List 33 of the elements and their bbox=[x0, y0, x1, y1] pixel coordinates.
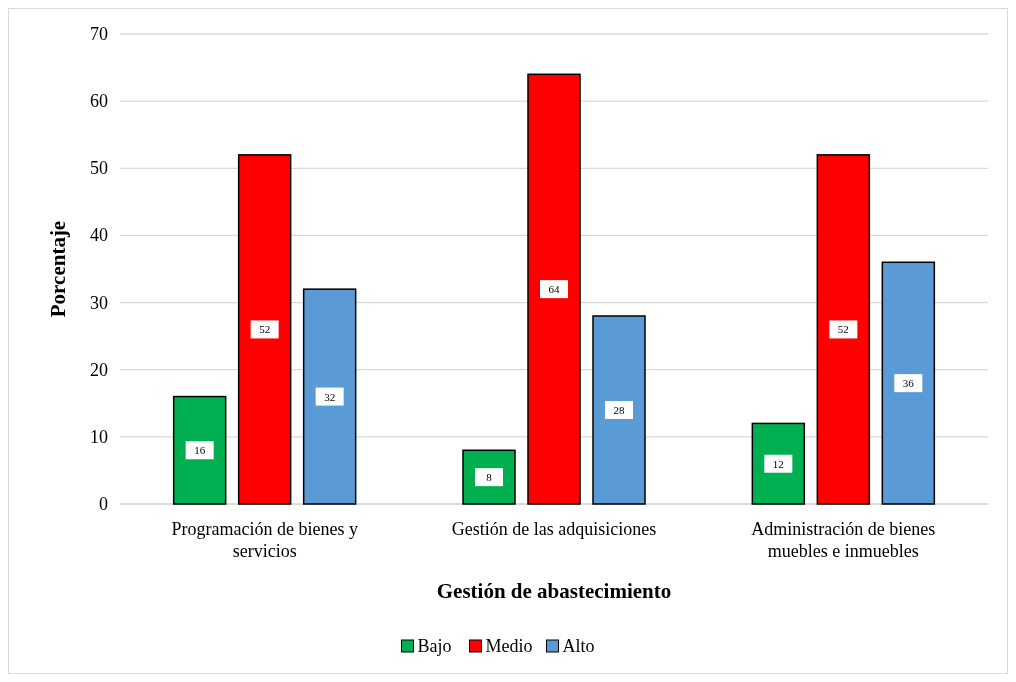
data-label: 16 bbox=[194, 444, 206, 457]
x-tick-label: Gestión de las adquisiciones bbox=[451, 519, 657, 539]
bar bbox=[302, 288, 357, 505]
x-axis-title: Gestión de abastecimiento bbox=[436, 579, 672, 603]
y-tick-label: 10 bbox=[90, 426, 108, 447]
legend-label: Bajo bbox=[417, 636, 452, 656]
y-tick-label: 50 bbox=[90, 158, 108, 179]
data-label: 8 bbox=[486, 471, 493, 484]
bar bbox=[751, 422, 806, 505]
bar bbox=[881, 261, 936, 505]
x-tick-label: Programación de bienes y servicios bbox=[171, 519, 358, 561]
bar bbox=[172, 395, 227, 505]
data-label: 64 bbox=[548, 283, 560, 296]
bar bbox=[592, 315, 646, 505]
bar bbox=[527, 73, 581, 505]
bar bbox=[816, 154, 871, 505]
x-tick-label: Administración de bienes muebles e inmuebles bbox=[751, 519, 936, 561]
y-tick-label: 60 bbox=[90, 91, 108, 112]
bar bbox=[237, 154, 292, 505]
data-label: 36 bbox=[902, 377, 915, 390]
y-tick-label: 70 bbox=[90, 24, 108, 44]
y-tick-label: 20 bbox=[90, 359, 108, 380]
data-label: 32 bbox=[324, 390, 336, 403]
data-label: 52 bbox=[259, 323, 271, 336]
legend-label: Alto bbox=[562, 636, 595, 656]
y-axis-title: Porcentaje bbox=[46, 220, 70, 318]
legend-label: Medio bbox=[485, 636, 533, 656]
data-label: 12 bbox=[772, 457, 784, 470]
y-tick-label: 0 bbox=[99, 494, 108, 514]
data-label: 28 bbox=[613, 404, 625, 416]
y-tick-label: 40 bbox=[90, 225, 108, 246]
y-tick-label: 30 bbox=[90, 292, 108, 313]
data-label: 52 bbox=[837, 323, 849, 336]
